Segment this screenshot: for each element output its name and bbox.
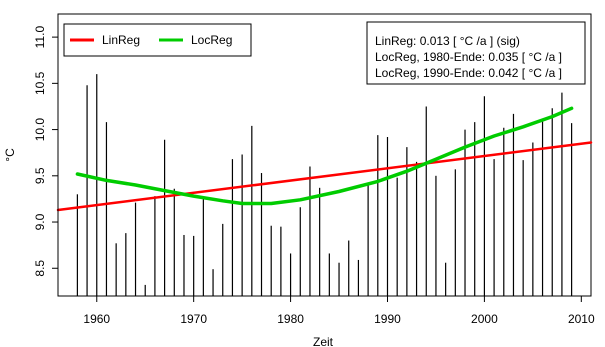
x-tick-label-2000: 2000 (471, 312, 498, 326)
y-tick-label-11: 11.0 (33, 26, 47, 49)
line-series (56, 106, 593, 212)
y-tick-label-9: 9.0 (33, 213, 47, 230)
line-linreg (56, 141, 593, 212)
stats-line-locreg-1990: LocReg, 1990-Ende: 0.042 [ °C /a ] (375, 66, 562, 80)
y-tick-label-8.5: 8.5 (33, 260, 47, 277)
legend-label-linreg: LinReg (102, 33, 140, 47)
stats-line-linreg: LinReg: 0.013 [ °C /a ] (sig) (375, 34, 520, 48)
x-tick-label-1980: 1980 (277, 312, 304, 326)
y-axis: 8.5 9.0 9.5 10.0 10.5 11.0 (33, 26, 59, 277)
legend-label-locreg: LocReg (191, 33, 232, 47)
x-axis: 1960 1970 1980 1990 2000 2010 (83, 295, 595, 326)
stats-box-frame (366, 21, 586, 85)
x-tick-label-1970: 1970 (180, 312, 207, 326)
x-tick-label-2010: 2010 (568, 312, 595, 326)
stats-line-locreg-1980: LocReg, 1980-Ende: 0.035 [ °C /a ] (375, 50, 562, 64)
x-tick-label-1960: 1960 (83, 312, 110, 326)
x-axis-label: Zeit (313, 335, 334, 347)
y-tick-label-10: 10.0 (33, 118, 47, 142)
line-locreg (75, 106, 574, 206)
stats-box: LinReg: 0.013 [ °C /a ] (sig) LocReg, 19… (366, 21, 586, 85)
bar-series (76, 74, 573, 296)
y-axis-label: °C (3, 148, 17, 162)
y-tick-label-10.5: 10.5 (33, 71, 47, 95)
x-tick-label-1990: 1990 (374, 312, 401, 326)
legend: LinReg LocReg (63, 23, 252, 57)
legend-box (63, 23, 252, 57)
y-tick-label-9.5: 9.5 (33, 167, 47, 184)
